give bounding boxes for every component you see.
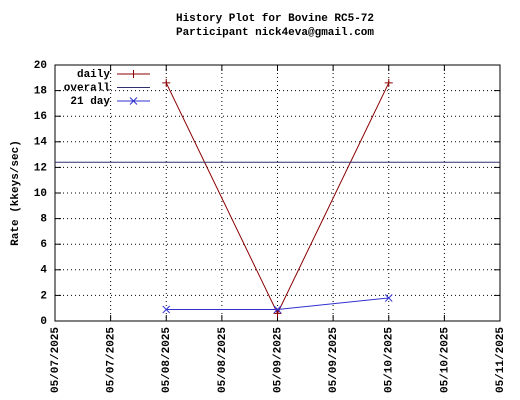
y-tick-label: 8 (40, 214, 47, 226)
x-tick-label: 05/08/2025 (217, 327, 229, 393)
point-marker (384, 294, 393, 302)
x-tick-label: 05/07/2025 (50, 327, 62, 393)
point-marker (162, 305, 171, 314)
x-tick-label: 05/08/2025 (161, 327, 173, 393)
x-tick-label: 05/10/2025 (384, 327, 396, 393)
x-tick-label: 05/09/2025 (272, 327, 284, 393)
legend-marker (129, 97, 138, 105)
y-tick-label: 14 (34, 137, 48, 149)
y-axis-label: Rate (kkeys/sec) (10, 140, 22, 246)
legend-label: 21 day (70, 96, 110, 108)
point-marker (273, 309, 282, 318)
y-tick-label: 18 (34, 86, 48, 98)
y-tick-label: 12 (34, 162, 47, 174)
x-tick-label: 05/09/2025 (328, 327, 340, 393)
point-marker (162, 78, 171, 87)
y-tick-label: 20 (34, 60, 47, 72)
y-tick-label: 16 (34, 111, 47, 123)
y-tick-label: 2 (40, 290, 47, 302)
chart-subtitle: Participant nick4eva@gmail.com (176, 27, 374, 39)
x-tick-label: 05/07/2025 (106, 327, 118, 393)
y-tick-label: 4 (40, 265, 47, 277)
y-tick-label: 6 (40, 239, 47, 251)
legend-label: overall (64, 82, 111, 94)
x-tick-label: 05/10/2025 (439, 327, 451, 393)
y-tick-label: 10 (34, 188, 47, 200)
y-tick-label: 0 (40, 316, 47, 328)
point-marker (384, 78, 393, 87)
x-tick-label: 05/11/2025 (495, 327, 507, 393)
legend-label: daily (77, 69, 110, 81)
chart-title: History Plot for Bovine RC5-72 (176, 13, 374, 25)
plot-border (54, 64, 501, 322)
legend-marker (129, 70, 138, 78)
point-marker (273, 305, 282, 314)
